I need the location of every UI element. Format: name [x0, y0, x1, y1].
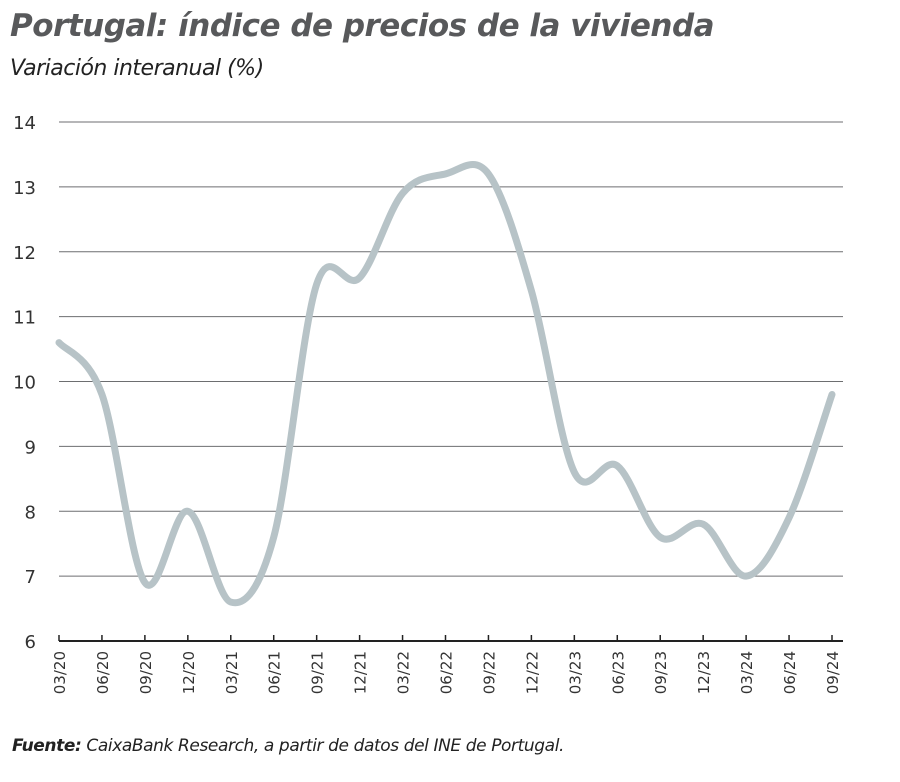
y-tick-label: 10 [13, 373, 36, 394]
source-label: Fuente: [12, 736, 82, 756]
chart-title: Portugal: índice de precios de la vivien… [10, 8, 715, 44]
chart-subtitle: Variación interanual (%) [10, 56, 264, 81]
x-tick-label: 03/20 [51, 651, 69, 694]
x-tick-label: 03/24 [738, 651, 756, 694]
x-tick-label: 03/21 [223, 651, 241, 694]
x-tick-label: 03/22 [395, 651, 413, 694]
x-tick-label: 09/24 [824, 651, 842, 694]
x-tick-label: 06/22 [438, 651, 456, 694]
x-tick-label: 09/23 [652, 651, 670, 694]
y-tick-label: 9 [25, 437, 36, 458]
series-line [55, 161, 836, 607]
y-tick-label: 6 [25, 632, 36, 653]
x-tick-label: 12/23 [695, 651, 713, 694]
x-tick-label: 06/21 [266, 651, 284, 694]
x-tick-label: 06/23 [609, 651, 627, 694]
x-tick-label: 12/21 [352, 651, 370, 694]
x-tick-label: 09/22 [480, 651, 498, 694]
x-tick-label: 06/20 [94, 651, 112, 694]
source-text: CaixaBank Research, a partir de datos de… [81, 736, 565, 756]
y-tick-label: 11 [13, 308, 36, 329]
x-tick-label: 12/22 [523, 651, 541, 694]
source-note: Fuente: CaixaBank Research, a partir de … [12, 736, 564, 756]
y-tick-label: 12 [13, 243, 36, 264]
x-tick-label: 09/21 [309, 651, 327, 694]
x-tick-label: 03/23 [566, 651, 584, 694]
x-tick-label: 06/24 [781, 651, 799, 694]
y-tick-label: 14 [13, 113, 36, 134]
y-tick-label: 7 [25, 567, 36, 588]
y-tick-label: 13 [13, 178, 36, 199]
x-tick-label: 12/20 [180, 651, 198, 694]
x-tick-label: 09/20 [137, 651, 155, 694]
y-tick-label: 8 [25, 502, 36, 523]
